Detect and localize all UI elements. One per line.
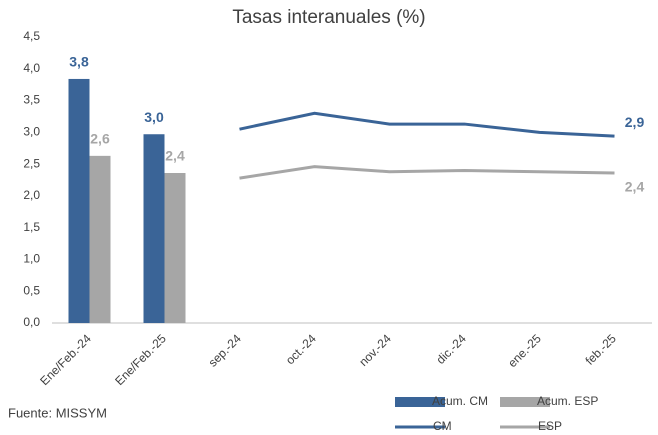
legend-label: ESP <box>538 419 562 433</box>
x-tick-label: oct.-24 <box>283 331 319 367</box>
x-tick-label: feb.-25 <box>583 331 620 368</box>
y-tick-label: 3,5 <box>23 93 40 107</box>
y-tick-label: 3,0 <box>23 125 40 139</box>
chart-title: Tasas interanuales (%) <box>232 7 425 28</box>
bar <box>68 78 90 324</box>
legend-swatch <box>395 397 445 407</box>
y-tick-label: 2,5 <box>23 156 40 170</box>
y-tick-label: 0,5 <box>23 283 40 297</box>
x-tick-label: Ene/Feb.-25 <box>112 331 169 388</box>
data-label: 2,9 <box>625 114 645 130</box>
line <box>239 165 615 180</box>
legend-label: CM <box>433 419 452 433</box>
legend-swatch <box>500 397 550 407</box>
x-tick-label: ene.-25 <box>505 331 544 370</box>
data-label: 3,8 <box>69 54 89 70</box>
x-tick-label: dic.-24 <box>433 331 469 367</box>
y-tick-label: 1,5 <box>23 220 40 234</box>
y-tick-label: 0,0 <box>23 315 40 329</box>
x-tick-label: nov.-24 <box>356 331 394 369</box>
bar <box>89 155 111 323</box>
x-tick-label: Ene/Feb.-24 <box>37 331 94 388</box>
x-tick-label: sep.-24 <box>206 331 244 369</box>
data-label: 2,4 <box>625 179 645 195</box>
y-tick-label: 2,0 <box>23 188 40 202</box>
bar <box>164 173 186 323</box>
data-label: 2,6 <box>90 131 110 147</box>
legend-label: Acum. ESP <box>537 394 598 408</box>
data-label: 2,4 <box>165 148 185 164</box>
y-tick-label: 4,0 <box>23 61 40 75</box>
y-tick-label: 4,5 <box>23 29 40 43</box>
source: Fuente: MISSYM <box>8 405 107 420</box>
bar <box>143 134 165 323</box>
y-tick-label: 1,0 <box>23 252 40 266</box>
line <box>239 111 615 138</box>
legend-label: Acum. CM <box>432 394 488 408</box>
data-label: 3,0 <box>144 109 164 125</box>
